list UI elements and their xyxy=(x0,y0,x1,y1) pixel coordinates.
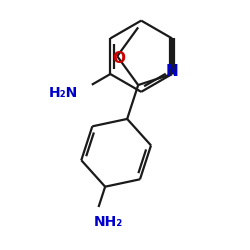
Text: H₂N: H₂N xyxy=(49,86,78,100)
Text: O: O xyxy=(112,50,126,66)
Text: NH₂: NH₂ xyxy=(94,215,123,229)
Text: N: N xyxy=(166,64,178,79)
